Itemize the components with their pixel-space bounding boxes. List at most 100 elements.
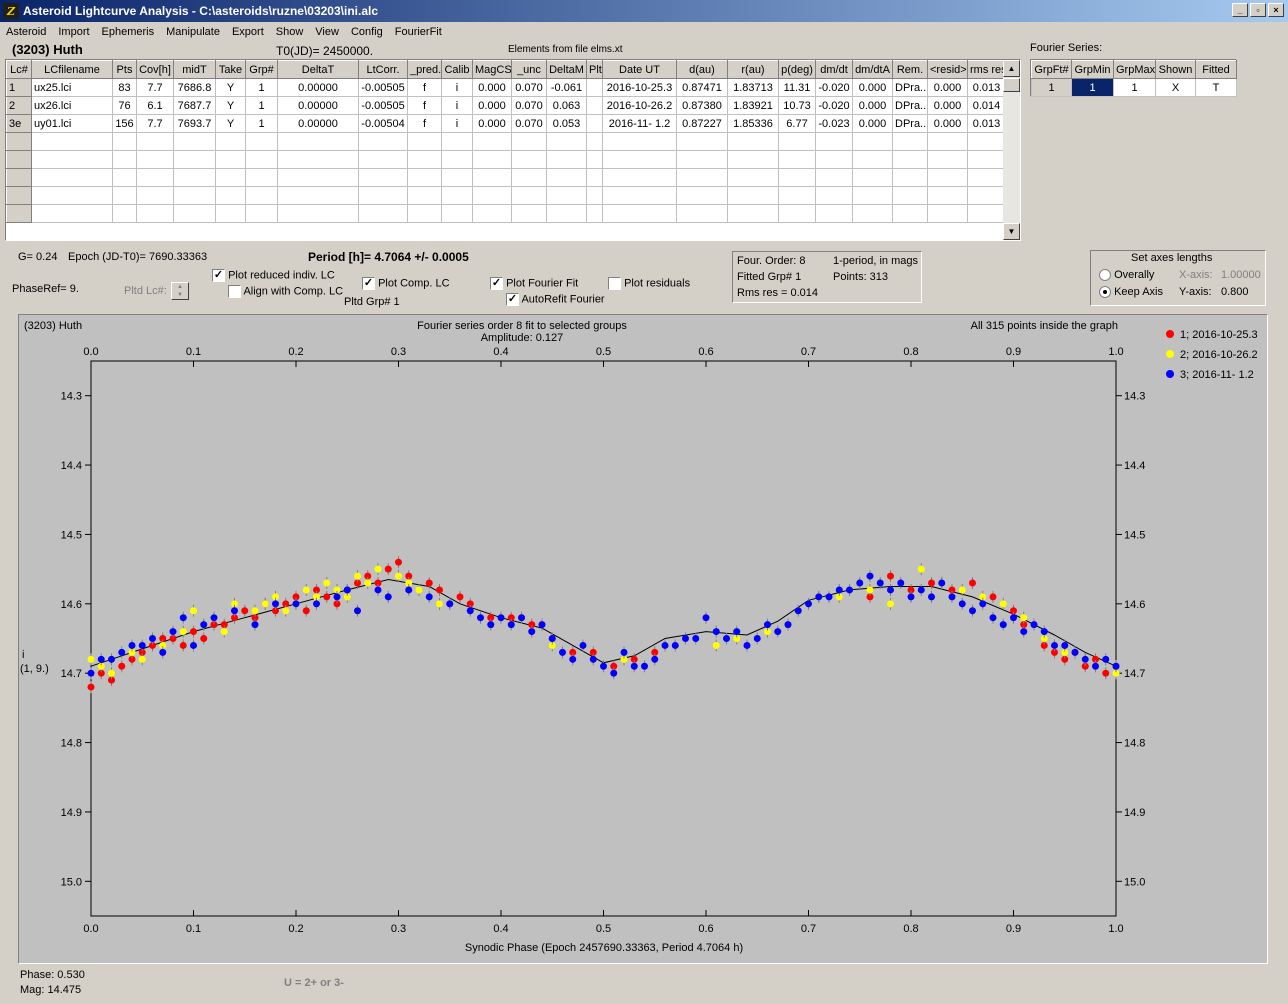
table-cell[interactable] (511, 150, 547, 169)
table-cell[interactable] (136, 204, 174, 223)
table-cell[interactable]: 2016-10-26.2 (602, 96, 677, 115)
col-header[interactable]: Plt (586, 60, 603, 79)
table-cell[interactable] (31, 186, 113, 205)
table-cell[interactable] (586, 96, 603, 115)
table-cell[interactable] (277, 186, 359, 205)
col-header[interactable]: Take (215, 60, 246, 79)
table-cell[interactable]: 0.013 (967, 78, 1006, 97)
table-cell[interactable] (815, 204, 853, 223)
table-cell[interactable] (852, 168, 893, 187)
table-cell[interactable] (472, 150, 512, 169)
table-cell[interactable]: 0.87471 (676, 78, 728, 97)
table-cell[interactable] (407, 204, 442, 223)
table-cell[interactable] (173, 150, 216, 169)
table-cell[interactable] (112, 150, 137, 169)
align-comp-checkbox[interactable]: Align with Comp. LC (228, 285, 343, 298)
table-cell[interactable] (676, 204, 728, 223)
table-cell[interactable]: 0.000 (927, 96, 968, 115)
table-cell[interactable] (815, 150, 853, 169)
table-cell[interactable]: 7.7 (136, 114, 174, 133)
table-cell[interactable] (892, 186, 928, 205)
table-cell[interactable] (277, 150, 359, 169)
table-cell[interactable]: ux26.lci (31, 96, 113, 115)
table-row[interactable]: 1 ux25.lci 83 7.7 7686.8 Y 1 0.00000 -0.00505 f i 0… (6, 78, 1006, 97)
col-header[interactable]: Fitted (1195, 60, 1237, 79)
table-cell[interactable] (136, 168, 174, 187)
table-cell[interactable]: i (441, 78, 473, 97)
restore-button[interactable]: ▫ (1250, 3, 1266, 17)
col-header[interactable]: Cov[h] (136, 60, 174, 79)
plot-comp-checkbox[interactable]: ✓ Plot Comp. LC (362, 277, 450, 290)
col-header[interactable]: midT (173, 60, 216, 79)
table-cell[interactable]: -0.020 (815, 78, 853, 97)
table-cell[interactable] (277, 204, 359, 223)
table-cell[interactable] (586, 204, 603, 223)
table-cell[interactable] (727, 168, 779, 187)
table-cell[interactable]: 1.83713 (727, 78, 779, 97)
pltd-lc-spinner[interactable]: ▲ ▼ (171, 282, 189, 300)
scroll-down-icon[interactable]: ▼ (1003, 223, 1020, 240)
table-cell[interactable] (586, 78, 603, 97)
table-cell[interactable]: -0.00505 (358, 78, 408, 97)
table-cell[interactable]: Y (215, 96, 246, 115)
table-cell[interactable] (358, 204, 408, 223)
table-cell[interactable] (472, 204, 512, 223)
table-cell[interactable]: 1 (245, 96, 278, 115)
grpmax-cell[interactable]: 1 (1113, 78, 1156, 97)
table-cell[interactable]: 7693.7 (173, 114, 216, 133)
plot-fourier-checkbox[interactable]: ✓ Plot Fourier Fit (490, 277, 578, 290)
menu-manipulate[interactable]: Manipulate (166, 25, 220, 38)
table-cell[interactable] (407, 150, 442, 169)
table-cell[interactable] (602, 132, 677, 151)
table-cell[interactable] (136, 186, 174, 205)
col-header[interactable]: p(deg) (778, 60, 816, 79)
table-cell[interactable]: uy01.lci (31, 114, 113, 133)
table-cell[interactable]: 0.000 (852, 78, 893, 97)
table-cell[interactable] (727, 204, 779, 223)
table-cell[interactable]: 0.000 (927, 78, 968, 97)
col-header[interactable]: Rem. (892, 60, 928, 79)
row-header-cell[interactable]: 3e (6, 114, 32, 133)
table-cell[interactable] (358, 150, 408, 169)
table-cell[interactable]: 1.85336 (727, 114, 779, 133)
table-cell[interactable]: 0.070 (511, 78, 547, 97)
table-cell[interactable]: 0.00000 (277, 114, 359, 133)
table-cell[interactable] (31, 168, 113, 187)
table-cell[interactable] (511, 186, 547, 205)
col-header[interactable]: <resid> (927, 60, 968, 79)
lc-table-scrollbar[interactable]: ▲ ▼ (1003, 60, 1020, 240)
table-cell[interactable] (602, 186, 677, 205)
table-cell[interactable] (586, 168, 603, 187)
plot-reduced-checkbox[interactable]: ✓ Plot reduced indiv. LC (212, 269, 335, 282)
table-cell[interactable] (815, 186, 853, 205)
row-header-cell[interactable]: 2 (6, 96, 32, 115)
table-cell[interactable]: f (407, 96, 442, 115)
table-cell[interactable] (511, 168, 547, 187)
menu-export[interactable]: Export (231, 25, 264, 38)
table-cell[interactable]: -0.00505 (358, 96, 408, 115)
table-cell[interactable]: 0.87380 (676, 96, 728, 115)
table-cell[interactable] (511, 132, 547, 151)
table-cell[interactable] (173, 168, 216, 187)
table-cell[interactable] (358, 186, 408, 205)
table-cell[interactable] (173, 204, 216, 223)
table-cell[interactable] (245, 204, 278, 223)
table-cell[interactable] (815, 168, 853, 187)
table-cell[interactable] (778, 168, 816, 187)
col-header[interactable]: DeltaM (546, 60, 587, 79)
table-cell[interactable] (277, 168, 359, 187)
col-header[interactable]: GrpMin (1071, 60, 1114, 79)
table-cell[interactable] (245, 150, 278, 169)
table-cell[interactable]: 7686.8 (173, 78, 216, 97)
table-cell[interactable] (472, 186, 512, 205)
table-cell[interactable]: -0.023 (815, 114, 853, 133)
table-cell[interactable] (602, 168, 677, 187)
table-cell[interactable] (676, 132, 728, 151)
table-cell[interactable] (546, 168, 587, 187)
table-cell[interactable] (967, 186, 1006, 205)
table-cell[interactable] (277, 132, 359, 151)
table-cell[interactable] (472, 132, 512, 151)
table-cell[interactable] (778, 204, 816, 223)
table-row[interactable] (6, 168, 1006, 187)
col-header[interactable]: MagCS (472, 60, 512, 79)
